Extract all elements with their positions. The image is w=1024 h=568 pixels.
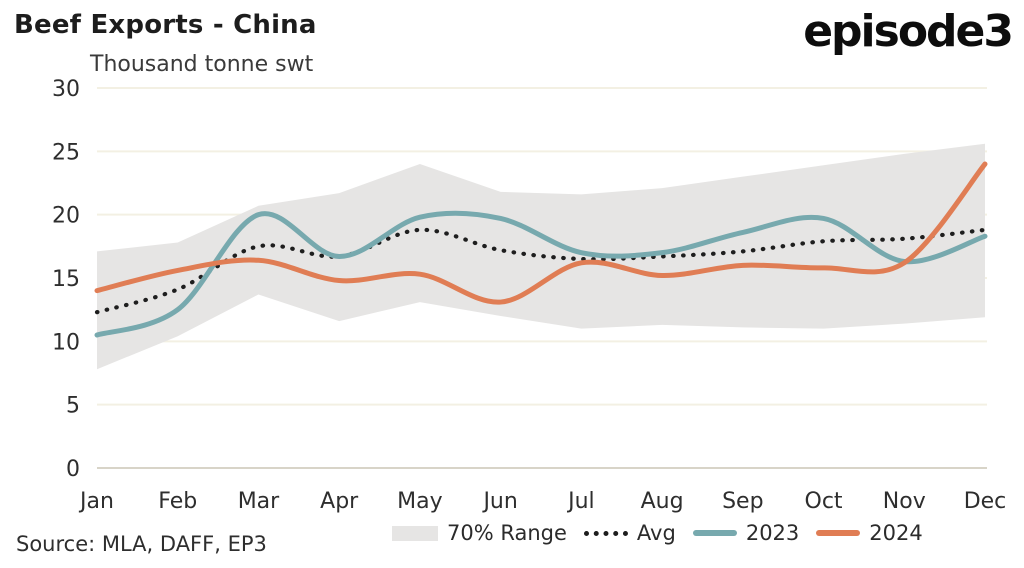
svg-text:Feb: Feb: [158, 489, 197, 514]
svg-text:5: 5: [66, 394, 80, 419]
episode3-logo: episode3: [803, 6, 1014, 57]
range-band-swatch: [392, 525, 438, 541]
page-title: Beef Exports - China: [14, 10, 317, 40]
svg-text:15: 15: [52, 267, 80, 292]
svg-text:Apr: Apr: [320, 489, 359, 514]
svg-text:May: May: [397, 489, 442, 514]
avg-dotted-swatch: [583, 530, 628, 536]
svg-text:Dec: Dec: [964, 489, 1007, 514]
legend-item-avg: Avg: [583, 521, 676, 545]
svg-text:Jun: Jun: [481, 489, 517, 514]
range-band: [97, 143, 985, 370]
svg-text:Nov: Nov: [883, 489, 926, 514]
svg-text:0: 0: [66, 457, 80, 482]
legend-item-range: 70% Range: [392, 521, 567, 545]
svg-text:Oct: Oct: [805, 489, 843, 514]
legend-item-2023: 2023: [692, 521, 800, 545]
legend-label: 2024: [869, 521, 923, 545]
svg-text:25: 25: [52, 140, 80, 165]
unit-label: Thousand tonne swt: [90, 52, 314, 77]
source-note: Source: MLA, DAFF, EP3: [16, 532, 267, 556]
svg-text:Jan: Jan: [78, 489, 114, 514]
legend-item-2024: 2024: [816, 521, 923, 545]
legend-label: 70% Range: [447, 521, 567, 545]
svg-text:20: 20: [52, 204, 80, 229]
svg-text:30: 30: [52, 77, 80, 102]
line-2024: [94, 161, 988, 305]
legend-label: Avg: [636, 521, 676, 545]
svg-text:Aug: Aug: [641, 489, 684, 514]
legend: 70% Range Avg 2023 2024: [392, 521, 923, 545]
svg-text:Mar: Mar: [238, 489, 280, 514]
line-2023-swatch: [692, 530, 737, 536]
x-axis-labels: Jan Feb Mar Apr May Jun Jul Aug Sep Oct Nov Dec: [78, 489, 1006, 514]
legend-label: 2023: [745, 521, 800, 545]
line-2023: [94, 210, 988, 338]
y-axis-labels: 0 5 10 15 20 25 30: [52, 77, 80, 482]
svg-text:10: 10: [52, 330, 80, 355]
svg-text:Sep: Sep: [722, 489, 763, 514]
svg-text:Jul: Jul: [566, 489, 595, 514]
line-2024-swatch: [816, 530, 861, 536]
